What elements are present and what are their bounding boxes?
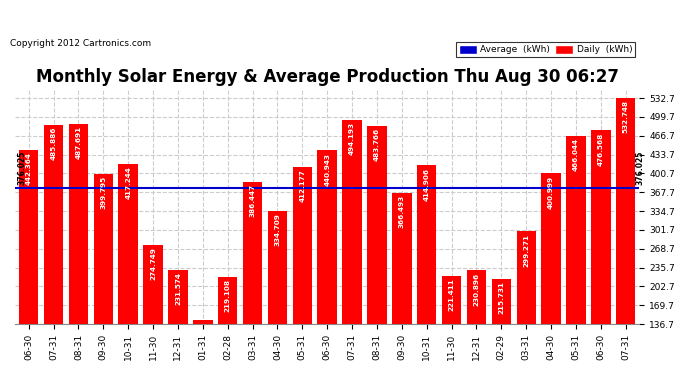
Bar — [44, 125, 63, 375]
Bar — [542, 173, 561, 375]
Bar — [517, 231, 536, 375]
Bar — [168, 270, 188, 375]
Text: 230.896: 230.896 — [473, 273, 480, 306]
Bar — [144, 245, 163, 375]
Text: 299.271: 299.271 — [523, 234, 529, 267]
Text: 400.999: 400.999 — [548, 176, 554, 208]
Text: 221.411: 221.411 — [448, 278, 455, 311]
Bar — [293, 167, 312, 375]
Bar — [367, 126, 386, 375]
Text: 274.749: 274.749 — [150, 248, 156, 280]
Text: 219.108: 219.108 — [225, 279, 230, 312]
Bar — [218, 277, 237, 375]
Text: 417.244: 417.244 — [125, 166, 131, 199]
Bar — [492, 279, 511, 375]
Bar — [317, 150, 337, 375]
Bar — [119, 164, 138, 375]
Bar — [591, 130, 611, 375]
Text: 144.485: 144.485 — [200, 322, 206, 355]
Bar — [616, 98, 635, 375]
Text: 485.886: 485.886 — [50, 127, 57, 160]
Text: 494.193: 494.193 — [349, 122, 355, 155]
Bar — [268, 211, 287, 375]
Text: 487.691: 487.691 — [75, 126, 81, 159]
Text: 476.568: 476.568 — [598, 132, 604, 166]
Text: 483.766: 483.766 — [374, 128, 380, 162]
Text: 334.709: 334.709 — [275, 213, 280, 246]
Title: Monthly Solar Energy & Average Production Thu Aug 30 06:27: Monthly Solar Energy & Average Productio… — [36, 68, 619, 86]
Text: 442.364: 442.364 — [26, 152, 32, 185]
Bar — [193, 320, 213, 375]
Bar — [392, 193, 411, 375]
Bar — [243, 182, 262, 375]
Text: 215.731: 215.731 — [498, 281, 504, 314]
Bar — [94, 174, 113, 375]
Bar — [69, 124, 88, 375]
Text: Copyright 2012 Cartronics.com: Copyright 2012 Cartronics.com — [10, 39, 152, 48]
Legend: Average  (kWh), Daily  (kWh): Average (kWh), Daily (kWh) — [456, 42, 635, 57]
Text: 376.025: 376.025 — [17, 151, 26, 185]
Bar — [566, 136, 586, 375]
Bar — [466, 270, 486, 375]
Text: 414.906: 414.906 — [424, 168, 430, 201]
Text: 366.493: 366.493 — [399, 195, 405, 228]
Bar — [342, 120, 362, 375]
Bar — [442, 276, 462, 375]
Text: 399.795: 399.795 — [100, 176, 106, 210]
Text: 466.044: 466.044 — [573, 138, 579, 171]
Text: 532.748: 532.748 — [622, 100, 629, 134]
Text: 386.447: 386.447 — [250, 184, 255, 217]
Bar — [417, 165, 436, 375]
Text: 376.025: 376.025 — [635, 151, 644, 185]
Bar — [19, 150, 39, 375]
Text: 231.574: 231.574 — [175, 272, 181, 305]
Text: 412.177: 412.177 — [299, 169, 305, 202]
Text: 440.943: 440.943 — [324, 153, 331, 186]
